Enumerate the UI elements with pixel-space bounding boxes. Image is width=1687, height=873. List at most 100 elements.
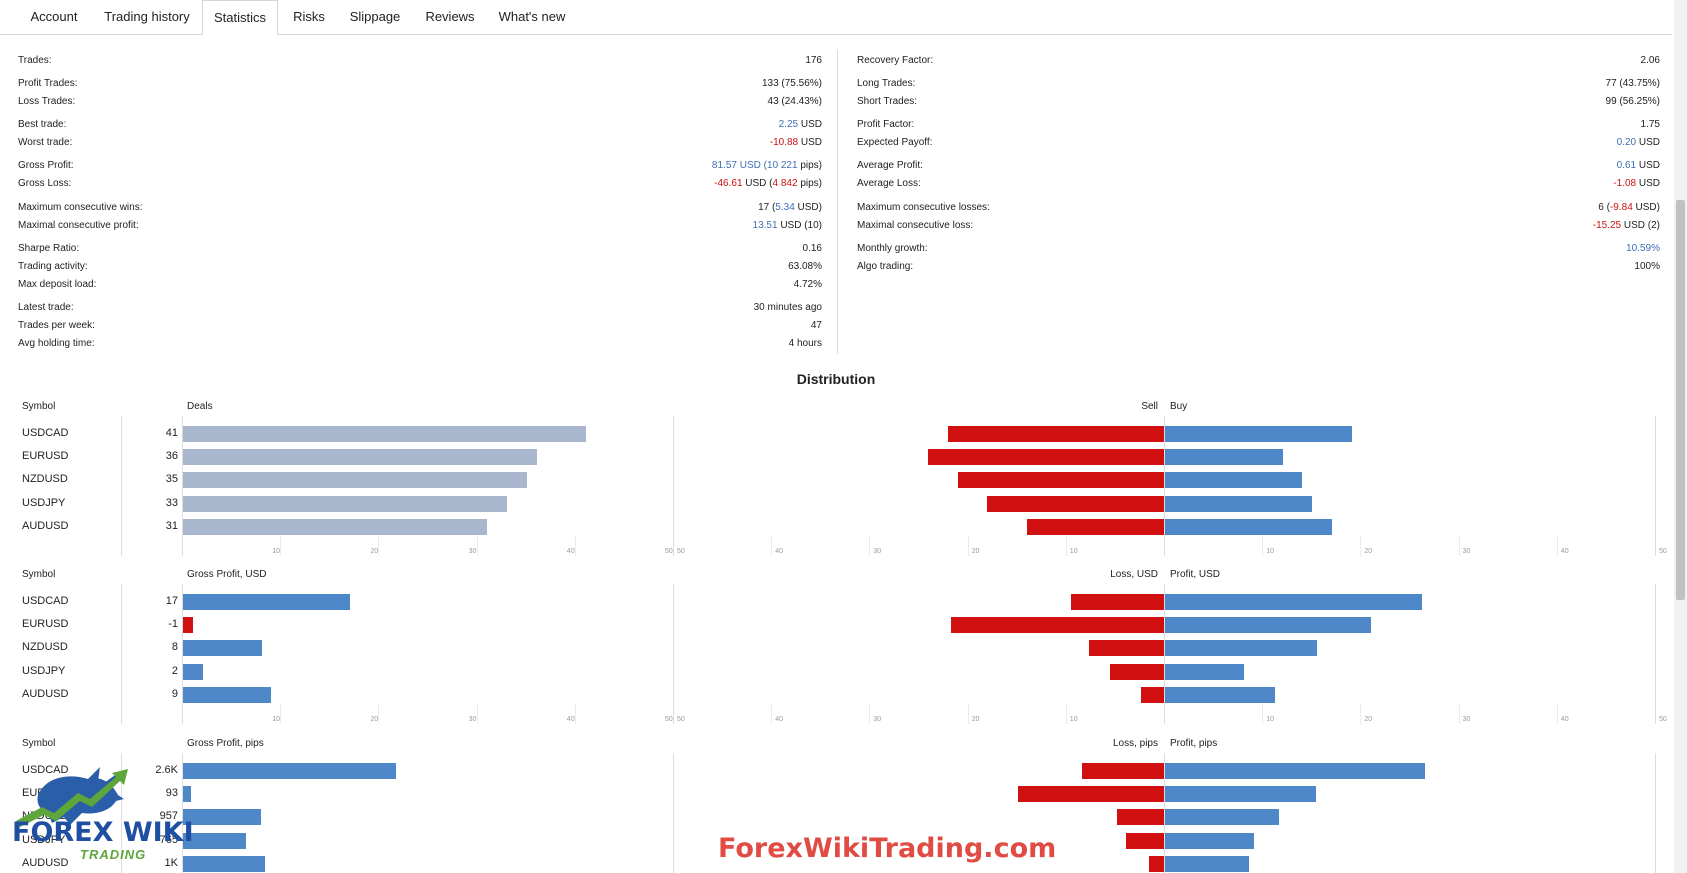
value-label: 36 xyxy=(165,450,178,463)
vertical-scrollbar[interactable] xyxy=(1674,0,1687,873)
value-label: 8 xyxy=(171,641,178,654)
value-label: 17 xyxy=(165,595,178,607)
negative-bar xyxy=(957,472,1164,489)
tab-risks[interactable]: Risks xyxy=(293,9,325,24)
value-label: 41 xyxy=(165,427,178,439)
positive-bar xyxy=(1165,832,1255,849)
negative-bar xyxy=(950,617,1164,634)
chart-divider-line xyxy=(673,753,674,873)
stat-expected-payoff: Expected Payoff: 0.20 USD xyxy=(857,136,1660,150)
scrollbar-thumb[interactable] xyxy=(1676,200,1685,600)
value-label: 765 xyxy=(159,833,178,846)
chart-header-symbol: Symbol xyxy=(22,738,56,749)
stat-label: Maximal consecutive loss: xyxy=(857,220,974,231)
value-label: 31 xyxy=(165,519,178,532)
stat-label: Algo trading: xyxy=(857,261,914,272)
stat-max-consecutive-profit: Maximal consecutive profit: 13.51 USD (10… xyxy=(18,219,822,233)
tab-whats-new[interactable]: What's new xyxy=(498,9,566,24)
value-label: 2 xyxy=(171,664,178,677)
chart-divider-line xyxy=(673,416,674,556)
positive-bar xyxy=(1165,663,1244,680)
stat-value: 176 xyxy=(805,55,822,66)
stat-value: 17 (5.34 USD) xyxy=(758,202,822,213)
gridline xyxy=(476,536,478,556)
gridline xyxy=(1458,704,1460,724)
gridline xyxy=(280,536,282,556)
left-bar xyxy=(183,855,265,872)
symbol-label: USDJPY xyxy=(22,496,66,509)
stat-max-consecutive-losses: Maximum consecutive losses: 6 (-9.84 USD) xyxy=(857,201,1660,215)
stat-label: Loss Trades: xyxy=(18,96,76,107)
tab-slippage[interactable]: Slippage xyxy=(349,9,401,24)
negative-bar xyxy=(1089,640,1164,657)
symbol-label: NZDUSD xyxy=(22,473,68,486)
stat-value: -46.61 USD (4 842 pips) xyxy=(714,178,822,189)
stat-value: 0.61 USD xyxy=(1616,160,1660,171)
stat-label: Long Trades: xyxy=(857,78,916,89)
stat-monthly-growth: Monthly growth: 10.59% xyxy=(857,242,1660,256)
gridline xyxy=(476,704,478,724)
right-center-axis-line xyxy=(1164,753,1165,873)
left-axis-line xyxy=(182,416,183,556)
value-label: 9 xyxy=(171,687,178,700)
negative-bar xyxy=(1149,855,1164,872)
stat-value: 43 (24.43%) xyxy=(767,96,822,107)
positive-bar xyxy=(1165,809,1279,826)
stat-label: Avg holding time: xyxy=(18,338,95,349)
symbol-label: EURUSD xyxy=(22,618,69,631)
stat-label: Profit Factor: xyxy=(857,119,915,130)
tick-label: 20 xyxy=(370,716,379,723)
left-bar xyxy=(183,518,488,535)
tick-label: 30 xyxy=(1462,548,1471,555)
symbol-label: USDJPY xyxy=(22,664,66,677)
right-boundary-line xyxy=(1655,584,1656,724)
value-label: -1 xyxy=(168,618,178,631)
tick-label: 40 xyxy=(566,548,575,555)
tick-label: 10 xyxy=(272,548,280,555)
negative-bar xyxy=(947,426,1164,442)
negative-bar xyxy=(1116,809,1164,826)
stat-value: 0.20 USD xyxy=(1616,137,1660,148)
stat-value: 81.57 USD (10 221 pips) xyxy=(711,160,822,171)
negative-bar xyxy=(1082,763,1164,779)
tab-account[interactable]: Account xyxy=(30,9,78,24)
stat-value: 63.08% xyxy=(788,261,822,272)
stat-value: 4 hours xyxy=(788,338,822,349)
gridline xyxy=(1262,704,1264,724)
value-label: 93 xyxy=(165,787,178,800)
negative-bar xyxy=(1018,786,1164,803)
gridline xyxy=(1065,536,1067,556)
tick-label: 10 xyxy=(1069,716,1078,723)
chart-header-pos: Profit, USD xyxy=(1170,569,1221,580)
chart-header-left: Gross Profit, pips xyxy=(187,738,264,749)
chart-header-neg: Sell xyxy=(1141,401,1158,412)
tab-statistics[interactable]: Statistics xyxy=(202,0,278,36)
stat-value: 1.75 xyxy=(1640,119,1660,130)
tick-label: 50 xyxy=(677,548,685,555)
stat-avg-holding-time: Avg holding time: 4 hours xyxy=(18,337,822,351)
tab-trading-history[interactable]: Trading history xyxy=(104,9,190,24)
tick-label: 50 xyxy=(665,548,673,555)
tick-label: 40 xyxy=(1560,716,1569,723)
stat-label: Monthly growth: xyxy=(857,243,928,254)
stat-label: Maximum consecutive losses: xyxy=(857,202,990,213)
positive-bar xyxy=(1165,426,1352,442)
positive-bar xyxy=(1165,495,1313,512)
stat-label: Max deposit load: xyxy=(18,279,97,290)
positive-bar xyxy=(1165,617,1372,634)
positive-bar xyxy=(1165,686,1275,703)
tab-bar: Account Trading history Statistics Risks… xyxy=(0,0,1672,36)
chart-header-left: Deals xyxy=(187,401,213,412)
stat-trades: Trades: 176 xyxy=(18,54,822,68)
stat-average-profit: Average Profit: 0.61 USD xyxy=(857,159,1660,173)
symbol-label: EURUSD xyxy=(22,450,69,463)
stat-value: 2.25 USD xyxy=(778,119,822,130)
stat-trades-per-week: Trades per week: 47 xyxy=(18,319,822,333)
stat-label: Expected Payoff: xyxy=(857,137,933,148)
tab-reviews[interactable]: Reviews xyxy=(425,9,475,24)
symbol-label: AUDUSD xyxy=(22,856,69,869)
site-watermark: ForexWikiTrading.com xyxy=(718,833,1057,864)
positive-bar xyxy=(1165,594,1423,610)
gridline xyxy=(967,704,969,724)
left-bar xyxy=(183,426,586,442)
